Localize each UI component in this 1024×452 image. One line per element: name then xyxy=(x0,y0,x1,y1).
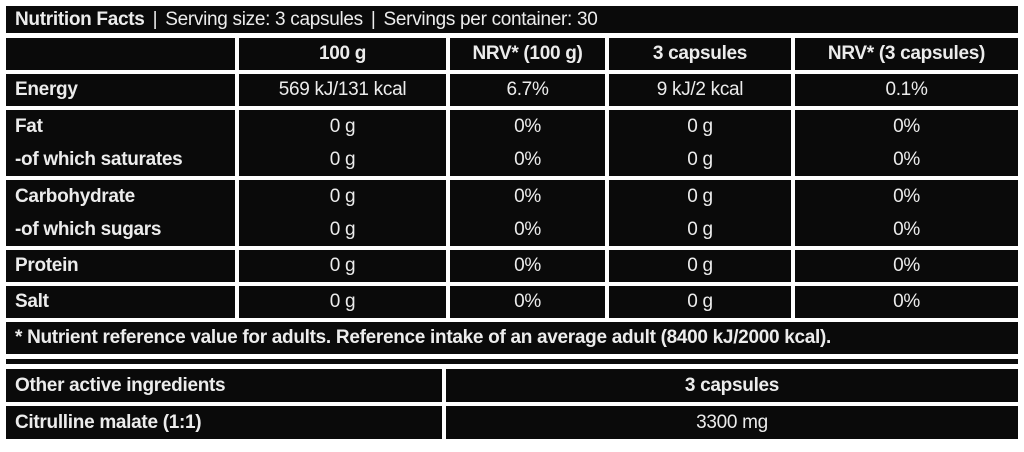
corner-cell xyxy=(6,38,235,70)
column-header-nrv-3-capsules: NRV* (3 capsules) xyxy=(795,38,1018,70)
sugars-100g-value: 0 g xyxy=(329,218,356,240)
row-saturates-label: -of which saturates xyxy=(15,148,183,170)
carbohydrate-nrv-3caps-value: 0% xyxy=(893,185,920,207)
column-header-3-capsules: 3 capsules xyxy=(609,38,791,70)
carbohydrate-3caps-group: 0 g 0 g xyxy=(609,180,791,246)
fat-100g-group: 0 g 0 g xyxy=(239,110,446,176)
fat-nrv-3caps-value: 0% xyxy=(893,115,920,137)
nutrition-facts-title: Nutrition Facts xyxy=(15,8,145,30)
row-energy-label: Energy xyxy=(6,74,235,106)
salt-nrv-3caps-value: 0% xyxy=(795,286,1018,318)
fat-3caps-value: 0 g xyxy=(687,115,713,137)
energy-100g-value: 569 kJ/131 kcal xyxy=(239,74,446,106)
other-ingredients-table: Other active ingredients 3 capsules Citr… xyxy=(6,369,1018,439)
salt-100g-value: 0 g xyxy=(239,286,446,318)
fat-nrv-100g-group: 0% 0% xyxy=(450,110,605,176)
fat-3caps-group: 0 g 0 g xyxy=(609,110,791,176)
sugars-nrv-3caps-value: 0% xyxy=(893,218,920,240)
fat-100g-value: 0 g xyxy=(329,115,356,137)
energy-3caps-value: 9 kJ/2 kcal xyxy=(609,74,791,106)
column-header-nrv-100g: NRV* (100 g) xyxy=(450,38,605,70)
saturates-3caps-value: 0 g xyxy=(687,148,713,170)
servings-per-container-text: Servings per container: 30 xyxy=(383,8,598,30)
row-sugars-label: -of which sugars xyxy=(15,218,162,240)
saturates-100g-value: 0 g xyxy=(329,148,356,170)
energy-nrv-100g-value: 6.7% xyxy=(450,74,605,106)
carbohydrate-nrv-100g-group: 0% 0% xyxy=(450,180,605,246)
citrulline-malate-amount: 3300 mg xyxy=(446,406,1018,439)
saturates-nrv-100g-value: 0% xyxy=(514,148,541,170)
row-fat-label: Fat xyxy=(15,115,43,137)
nrv-footnote: * Nutrient reference value for adults. R… xyxy=(6,322,1018,354)
serving-size-text: Serving size: 3 capsules xyxy=(165,8,363,30)
section-divider xyxy=(6,359,1018,364)
protein-nrv-3caps-value: 0% xyxy=(795,250,1018,282)
row-carbohydrate-label-group: Carbohydrate -of which sugars xyxy=(6,180,235,246)
row-protein-label: Protein xyxy=(6,250,235,282)
sugars-nrv-100g-value: 0% xyxy=(514,218,541,240)
nutrition-table: 100 g NRV* (100 g) 3 capsules NRV* (3 ca… xyxy=(6,38,1018,354)
protein-nrv-100g-value: 0% xyxy=(450,250,605,282)
row-fat-label-group: Fat -of which saturates xyxy=(6,110,235,176)
protein-100g-value: 0 g xyxy=(239,250,446,282)
column-header-100g: 100 g xyxy=(239,38,446,70)
row-carbohydrate-label: Carbohydrate xyxy=(15,185,135,207)
other-ingredients-header: Other active ingredients xyxy=(6,369,442,402)
separator-pipe: | xyxy=(370,8,376,30)
carbohydrate-100g-group: 0 g 0 g xyxy=(239,180,446,246)
energy-nrv-3caps-value: 0.1% xyxy=(795,74,1018,106)
salt-3caps-value: 0 g xyxy=(609,286,791,318)
carbohydrate-100g-value: 0 g xyxy=(329,185,356,207)
fat-nrv-3caps-group: 0% 0% xyxy=(795,110,1018,176)
fat-nrv-100g-value: 0% xyxy=(514,115,541,137)
carbohydrate-nrv-3caps-group: 0% 0% xyxy=(795,180,1018,246)
sugars-3caps-value: 0 g xyxy=(687,218,713,240)
salt-nrv-100g-value: 0% xyxy=(450,286,605,318)
protein-3caps-value: 0 g xyxy=(609,250,791,282)
carbohydrate-nrv-100g-value: 0% xyxy=(514,185,541,207)
separator-pipe: | xyxy=(152,8,158,30)
row-salt-label: Salt xyxy=(6,286,235,318)
other-ingredients-amount-header: 3 capsules xyxy=(446,369,1018,402)
citrulline-malate-label: Citrulline malate (1:1) xyxy=(6,406,442,439)
carbohydrate-3caps-value: 0 g xyxy=(687,185,713,207)
title-bar: Nutrition Facts | Serving size: 3 capsul… xyxy=(6,6,1018,33)
saturates-nrv-3caps-value: 0% xyxy=(893,148,920,170)
